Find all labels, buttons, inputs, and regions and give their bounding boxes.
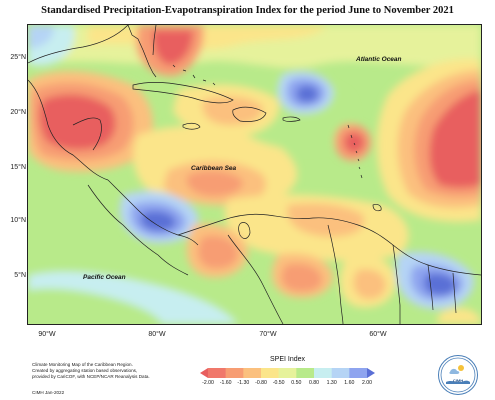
lon-label-60w: 60°W	[369, 331, 387, 338]
caribbean-sea-label: Caribbean Sea	[191, 165, 237, 172]
footer-note-line: Created by aggregating station based obs…	[32, 368, 138, 373]
spei-map: Atlantic Ocean Caribbean Sea Pacific Oce…	[27, 24, 482, 325]
footer-credit: CIMH Jan-2022	[32, 390, 65, 395]
spei-field	[28, 25, 481, 324]
footer-note: Climate Monitoring Map of the Caribbean …	[32, 362, 182, 380]
legend-swatch	[278, 368, 297, 378]
legend-tick-label: -0.50	[272, 380, 285, 386]
legend-tick-label: -1.60	[219, 380, 232, 386]
legend-swatch	[314, 368, 332, 378]
spei-map-canvas	[28, 25, 481, 324]
lon-label-70w: 70°W	[259, 331, 277, 338]
legend-title: SPEI Index	[269, 356, 306, 363]
lat-label-25n: 25°N	[10, 54, 26, 61]
legend-tick-label: -0.80	[255, 380, 267, 386]
legend-swatch-min	[200, 368, 208, 378]
legend-swatch	[261, 368, 279, 378]
legend-tick-label: 2.00	[361, 380, 373, 386]
lon-label-90w: 90°W	[38, 331, 56, 338]
legend-tick-label: 0.50	[291, 380, 302, 386]
legend-colorbar	[200, 368, 375, 378]
atlantic-ocean-label: Atlantic Ocean	[356, 56, 402, 63]
lat-label-20n: 20°N	[10, 109, 26, 116]
lat-label-5n: 5°N	[14, 272, 26, 279]
legend-swatch-max	[367, 368, 375, 378]
lon-label-80w: 80°W	[148, 331, 166, 338]
legend-ticks: -2.00 -1.60 -1.30 -0.80 -0.50 0.50 0.80 1.30 1.6…	[200, 380, 375, 388]
legend-tick-label: 1.60	[344, 380, 355, 386]
legend-swatch	[331, 368, 350, 378]
legend-tick-label: 1.30	[326, 380, 337, 386]
lat-label-10n: 10°N	[10, 217, 26, 224]
pacific-ocean-label: Pacific Ocean	[83, 274, 126, 281]
legend-tick-label: -1.30	[237, 380, 250, 386]
footer-note-line: Climate Monitoring Map of the Caribbean …	[32, 362, 133, 367]
footer-note-line: provided by CariCOF, with NCEP/NCAR Rean…	[32, 374, 150, 379]
coastlines	[28, 25, 481, 324]
legend-swatch	[225, 368, 244, 378]
cimh-logo-text: CIMH	[452, 378, 464, 383]
cimh-logo-icon	[440, 357, 476, 393]
legend-swatch	[243, 368, 262, 378]
legend-swatch	[208, 368, 226, 378]
map-title: Standardised Precipitation-Evapotranspir…	[41, 5, 454, 16]
legend-swatch	[296, 368, 315, 378]
lat-label-15n: 15°N	[10, 164, 26, 171]
cimh-logo: CIMH	[438, 355, 478, 395]
legend-swatch	[349, 368, 368, 378]
legend-tick-label: 0.80	[308, 380, 320, 386]
legend-tick-label: -2.00	[202, 380, 214, 386]
